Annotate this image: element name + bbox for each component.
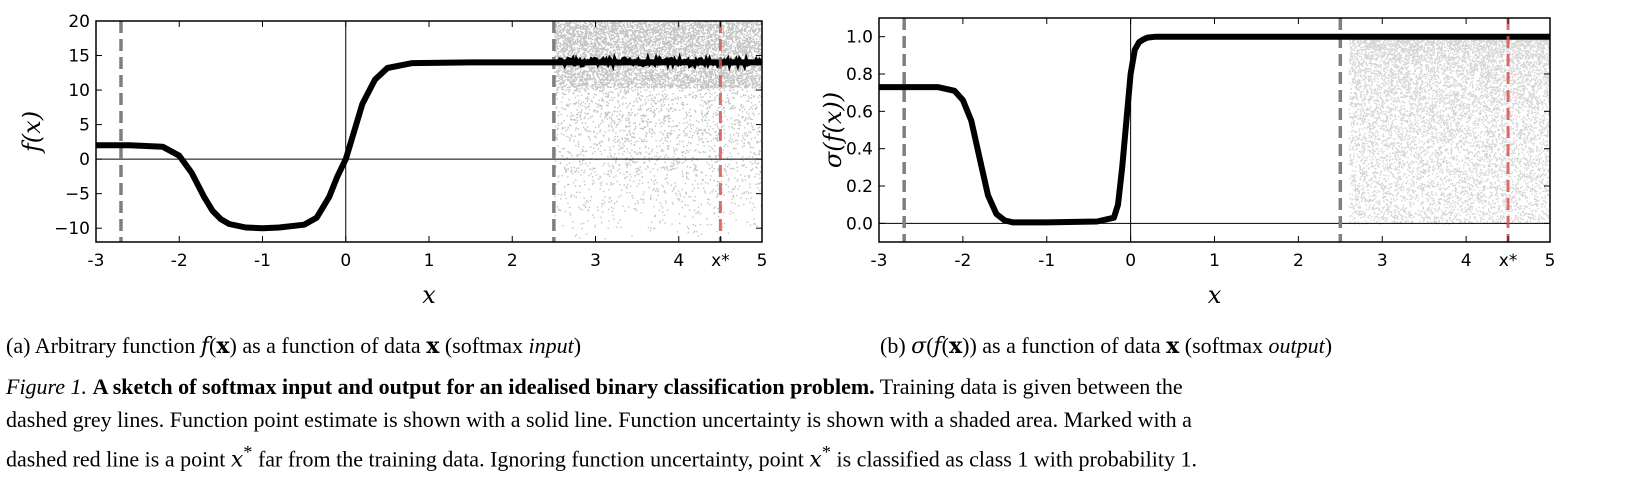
ytick-label-6: 20 bbox=[68, 12, 90, 32]
uncertainty-shading bbox=[1348, 36, 1550, 225]
xstar-2-star: * bbox=[821, 442, 831, 462]
figure-caption-line-3: dashed red line is a point x* far from t… bbox=[6, 436, 1620, 476]
ytick-label-3: 5 bbox=[79, 116, 90, 136]
xtick-label-6: 3 bbox=[590, 251, 601, 271]
xstar-1-star: * bbox=[243, 442, 253, 462]
figure-caption-line3-a: dashed red line is a point bbox=[6, 446, 231, 472]
xtick-label-4: 1 bbox=[1209, 251, 1220, 271]
uncertainty-dots bbox=[1348, 36, 1550, 225]
subcaption-b-f: f bbox=[933, 334, 942, 359]
figure-caption-line3-c: is classified as class 1 with probabilit… bbox=[831, 446, 1198, 472]
ytick-label-5: 1.0 bbox=[846, 28, 873, 48]
subcaption-b-open: (softmax bbox=[1179, 333, 1269, 358]
subcaption-b-data: x bbox=[1166, 333, 1180, 359]
subcaption-a-x: x bbox=[216, 333, 230, 359]
ytick-label-1: 0.2 bbox=[846, 177, 873, 197]
plot-area bbox=[96, 21, 762, 242]
subcaption-a-prefix: (a) Arbitrary function bbox=[6, 333, 201, 358]
xtick-label-9: 5 bbox=[757, 251, 768, 271]
chart-b: -3 -2 -1 0 1 2 3 4 x* 5 0.0 0.2 0.4 0.6 0.8 1.0 x σ(f(x)) bbox=[819, 17, 1556, 309]
ytick-label-5: 15 bbox=[68, 47, 90, 67]
ytick-label-4: 10 bbox=[68, 81, 90, 101]
figure-label: Figure 1. bbox=[6, 374, 88, 399]
subcaption-b-prefix: (b) bbox=[880, 333, 912, 358]
x-axis-label: x bbox=[422, 281, 436, 309]
uncertainty-dots bbox=[553, 21, 762, 240]
ytick-label-0: 0.0 bbox=[846, 214, 873, 234]
ytick-label-2: 0 bbox=[79, 150, 90, 170]
xtick-label-3: 0 bbox=[1125, 251, 1136, 271]
figure-caption-line-1: Figure 1. A sketch of softmax input and … bbox=[6, 370, 1620, 403]
subcaption-a-f: f bbox=[200, 334, 210, 359]
xtick-label-3: 0 bbox=[340, 251, 351, 271]
xtick-label-8: x* bbox=[1499, 251, 1518, 271]
subcaption-a-mid: as a function of data bbox=[236, 333, 427, 358]
xtick-label-0: -3 bbox=[88, 251, 105, 271]
figure-caption-line-2: dashed grey lines. Function point estima… bbox=[6, 407, 1192, 432]
subcaption-b-sigma: σ bbox=[911, 334, 927, 359]
xtick-label-8: x* bbox=[711, 251, 730, 271]
x-axis-label: x bbox=[1208, 281, 1222, 309]
xtick-label-6: 3 bbox=[1377, 251, 1388, 271]
subcaption-b-close: ) bbox=[1324, 333, 1333, 358]
subcaption-a-open: (softmax bbox=[439, 333, 529, 358]
xtick-label-7: 4 bbox=[673, 251, 684, 271]
subcaption-a: (a) Arbitrary function f(x) as a functio… bbox=[6, 333, 582, 359]
subcaption-a-data: x bbox=[426, 333, 440, 359]
subcaption-b-x: x bbox=[949, 333, 963, 359]
xtick-label-2: -1 bbox=[1038, 251, 1055, 271]
xtick-label-2: -1 bbox=[254, 251, 271, 271]
subcaption-a-close: ) bbox=[573, 333, 582, 358]
xtick-label-5: 2 bbox=[1293, 251, 1304, 271]
function-line bbox=[879, 33, 1550, 226]
xtick-label-4: 1 bbox=[424, 251, 435, 271]
plot-area bbox=[879, 18, 1550, 242]
subcaption-b: (b) σ(f(x)) as a function of data x (sof… bbox=[880, 333, 1333, 359]
xtick-label-0: -3 bbox=[871, 251, 888, 271]
xstar-1: x bbox=[230, 447, 244, 473]
figure-caption-bold: A sketch of softmax input and output for… bbox=[92, 374, 875, 399]
ytick-label-3: 0.6 bbox=[846, 102, 873, 122]
xtick-label-1: -2 bbox=[171, 251, 188, 271]
xstar-2: x bbox=[809, 447, 822, 473]
y-axis-label: σ(f(x)) bbox=[819, 92, 847, 168]
ytick-label-1: −5 bbox=[65, 185, 90, 205]
ytick-label-4: 0.8 bbox=[846, 65, 873, 85]
subcaption-b-mid: as a function of data bbox=[976, 333, 1167, 358]
chart-a: -3 -2 -1 0 1 2 3 4 x* 5 −10 −5 0 5 10 15 20 x f(x) bbox=[18, 12, 768, 309]
y-axis-label: f(x) bbox=[18, 111, 46, 154]
subcaption-b-italic: output bbox=[1268, 333, 1325, 358]
subcaption-a-italic: input bbox=[528, 333, 574, 358]
function-line-noisy bbox=[556, 52, 762, 72]
figure-caption: Figure 1. A sketch of softmax input and … bbox=[6, 370, 1620, 476]
xtick-label-5: 2 bbox=[507, 251, 518, 271]
xtick-label-9: 5 bbox=[1545, 251, 1556, 271]
xtick-label-1: -2 bbox=[954, 251, 971, 271]
figure-caption-line1-rest: Training data is given between the bbox=[879, 374, 1183, 399]
uncertainty-shading bbox=[553, 21, 762, 240]
figure-caption-line3-b: far from the training data. Ignoring fun… bbox=[252, 446, 810, 472]
ytick-label-0: −10 bbox=[54, 219, 90, 239]
xtick-label-7: 4 bbox=[1461, 251, 1472, 271]
ytick-label-2: 0.4 bbox=[846, 140, 873, 160]
